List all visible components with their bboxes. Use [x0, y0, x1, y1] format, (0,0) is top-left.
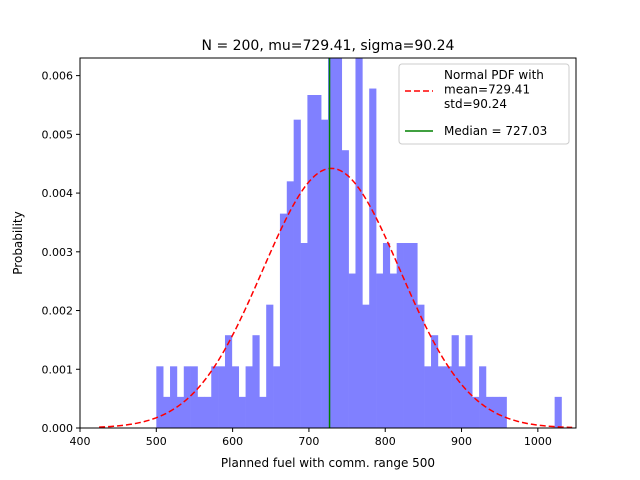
histogram-bar — [170, 366, 178, 428]
histogram-bar — [492, 396, 500, 428]
histogram-bar — [451, 335, 459, 428]
plot-frame — [79, 57, 577, 429]
legend-box — [398, 63, 570, 145]
y-tick-label: 0.000 — [42, 422, 74, 435]
histogram-bar — [465, 335, 473, 428]
histogram-bar — [286, 181, 294, 428]
histogram-bar — [479, 366, 487, 428]
y-tick-label: 0.005 — [42, 128, 74, 141]
histogram-bar — [485, 396, 494, 428]
histogram-bar — [204, 396, 212, 428]
histogram-bar — [293, 119, 301, 429]
x-axis-ticks: 400 500 600 700 800 900 1000 — [70, 428, 552, 448]
legend: Normal PDF with mean=729.41 std=90.24 Medi… — [398, 63, 570, 145]
histogram-bar — [396, 243, 404, 428]
histogram-bar — [245, 366, 253, 428]
histogram-bar — [190, 366, 198, 428]
histogram-bar — [224, 335, 233, 428]
normal-pdf-curve — [99, 167, 573, 429]
histogram-bar — [321, 119, 329, 429]
x-axis-label: Planned fuel with comm. range 500 — [221, 456, 435, 470]
histogram-bar — [376, 273, 384, 428]
histogram-bar — [458, 366, 466, 428]
histogram-bar — [341, 150, 349, 428]
histogram-bar — [403, 243, 411, 428]
histogram-bar — [273, 366, 281, 428]
histogram-bar — [176, 396, 185, 428]
legend-pdf-label: Normal PDF with mean=729.41 std=90.24 — [444, 68, 544, 111]
histogram-bar — [382, 243, 391, 428]
y-tick-label: 0.002 — [42, 305, 74, 318]
histogram-bar — [238, 396, 246, 428]
histogram-bar — [163, 396, 171, 428]
y-tick-label: 0.006 — [42, 70, 74, 83]
histogram-bar — [279, 213, 288, 428]
histogram-bar — [259, 396, 267, 428]
x-tick-label: 800 — [375, 435, 396, 448]
histogram-bar — [183, 366, 191, 428]
histogram-bars — [156, 58, 562, 429]
histogram-bar — [328, 58, 336, 428]
y-tick-label: 0.004 — [42, 187, 74, 200]
histogram-bar — [362, 304, 370, 428]
y-axis-label: Probability — [11, 211, 25, 274]
chart-title: N = 200, mu=729.41, sigma=90.24 — [202, 38, 455, 54]
histogram-bar — [499, 396, 507, 428]
histogram-bar — [307, 95, 315, 428]
x-tick-label: 1000 — [524, 435, 552, 448]
x-tick-label: 900 — [451, 435, 472, 448]
histogram-bar — [410, 243, 418, 428]
x-tick-label: 400 — [70, 435, 91, 448]
histogram-bar — [424, 366, 432, 428]
histogram-bar — [444, 366, 452, 428]
y-axis-ticks: 0.000 0.001 0.002 0.003 0.004 0.005 0.006 — [42, 70, 80, 435]
histogram-bar — [437, 366, 446, 428]
histogram-bar — [314, 95, 322, 428]
histogram-bar — [156, 366, 164, 428]
histogram-bar — [348, 273, 356, 428]
x-tick-label: 600 — [222, 435, 243, 448]
histogram-bar — [300, 243, 308, 428]
y-tick-label: 0.001 — [42, 363, 74, 376]
histogram-bar — [218, 366, 226, 428]
x-tick-label: 700 — [298, 435, 319, 448]
legend-median-label: Median = 727.03 — [444, 124, 547, 138]
histogram-bar — [252, 335, 260, 428]
histogram-bar — [389, 273, 397, 428]
histogram-bar — [266, 304, 274, 428]
histogram-bar — [231, 366, 240, 428]
histogram-bar — [431, 335, 439, 428]
histogram-bar — [369, 88, 377, 428]
histogram-bar — [334, 58, 343, 428]
histogram-bar — [554, 396, 562, 428]
x-tick-label: 500 — [146, 435, 167, 448]
histogram-bar — [417, 304, 425, 428]
histogram-bar — [472, 396, 480, 428]
histogram-bar — [355, 58, 363, 428]
histogram-bar — [211, 366, 219, 428]
histogram-bar — [197, 396, 205, 428]
y-tick-label: 0.003 — [42, 246, 74, 259]
